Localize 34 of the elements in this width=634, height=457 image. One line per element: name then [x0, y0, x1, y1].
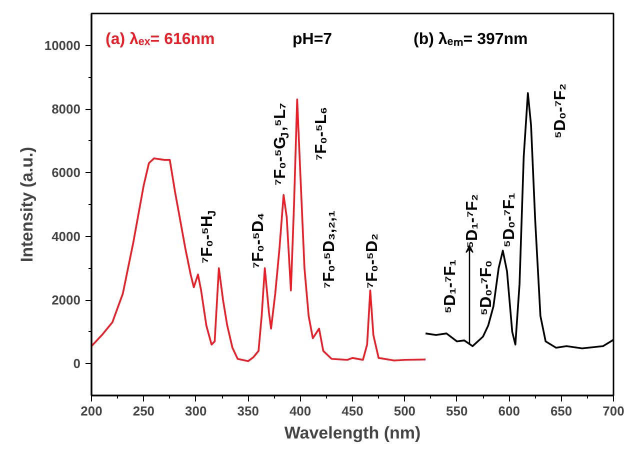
x-tick-label: 300 — [185, 404, 207, 418]
x-tick-label: 600 — [498, 404, 520, 418]
annotation: ⁵D₁-⁷F₂ — [464, 194, 481, 248]
x-tick-label: 250 — [132, 404, 155, 418]
x-tick-label: 550 — [446, 404, 468, 418]
annotation: ⁷F₀-⁵HJ — [199, 210, 218, 264]
x-tick-label: 200 — [80, 404, 102, 418]
y-tick-label: 4000 — [52, 228, 80, 244]
x-tick-label: 400 — [289, 404, 312, 418]
annotation: ⁷F₀-⁵L₆ — [313, 107, 330, 160]
y-tick-label: 6000 — [52, 165, 80, 180]
y-tick-label: 8000 — [52, 102, 80, 116]
annotation: (a) λₑₓ= 616nm — [106, 31, 215, 48]
annotation: ⁷F₀-⁵GJ,⁵L₇ — [272, 102, 292, 186]
y-tick-label: 10000 — [44, 38, 81, 53]
y-tick-label: 0 — [73, 356, 81, 372]
line-series — [92, 98, 426, 362]
annotation: pH=7 — [292, 31, 332, 48]
x-tick-label: 450 — [342, 404, 364, 418]
x-tick-label: 700 — [602, 404, 624, 418]
x-tick-label: 500 — [394, 404, 416, 418]
y-tick-label: 2000 — [52, 292, 80, 308]
annotation: (b) λₑₘ= 397nm — [414, 31, 528, 48]
annotation: ⁷F₀-⁵D₂ — [364, 233, 381, 288]
annotation: ⁵D₀-⁷F₁ — [501, 192, 518, 248]
x-axis-title: Wavelength (nm) — [284, 424, 421, 442]
annotation: ⁷F₀-⁵D₃,₂,₁ — [321, 210, 338, 288]
x-tick-label: 350 — [237, 404, 259, 418]
x-tick-label: 650 — [550, 404, 572, 418]
y-axis-title: Intensity (a.u.) — [17, 146, 36, 262]
annotation: ⁵D₁-⁷F₁ — [442, 259, 459, 314]
annotation: ⁵D₀-⁷F₀ — [478, 260, 495, 316]
annotation: ⁵D₀-⁷F₂ — [552, 83, 569, 138]
annotation: ⁷F₀-⁵D₄ — [250, 212, 267, 268]
